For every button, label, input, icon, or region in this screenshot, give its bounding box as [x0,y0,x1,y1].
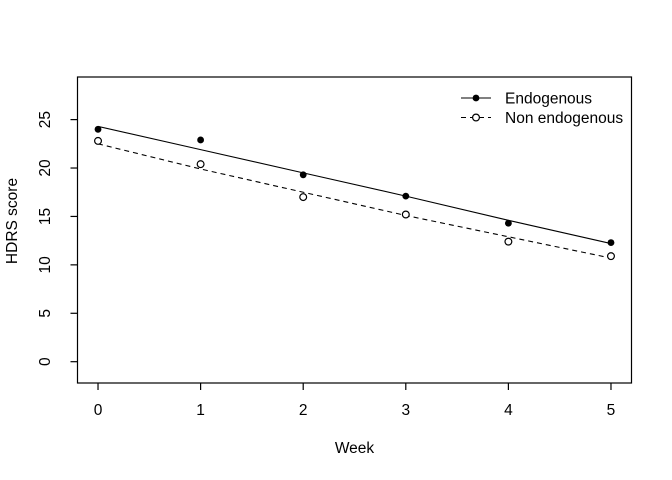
data-point-marker [197,136,205,144]
legend-label: Non endogenous [505,110,623,127]
legend-label: Endogenous [505,91,592,108]
data-point-marker [504,237,513,246]
x-tick-label: 1 [196,402,205,419]
x-tick-label: 4 [504,402,513,419]
x-tick-label: 2 [299,402,308,419]
x-tick-label: 5 [607,402,616,419]
data-point-marker [299,193,308,202]
data-point-marker [94,136,103,145]
trend-line-endogenous [97,125,612,245]
data-point-marker [504,219,512,227]
data-point-marker [196,160,205,169]
x-axis-title: Week [335,440,375,457]
data-point-marker [401,210,410,219]
x-tick-label: 0 [94,402,103,419]
y-tick-label: 20 [37,159,54,177]
y-axis-title: HDRS score [4,178,21,264]
legend-marker [472,94,480,102]
data-point-marker [606,252,615,261]
y-tick-label: 0 [37,357,54,366]
plot-box [76,76,633,384]
data-point-marker [607,239,615,246]
trend-line-non-endogenous [97,143,612,259]
legend-marker [472,113,481,122]
data-point-marker [299,171,307,179]
data-point-marker [94,125,102,133]
y-tick-label: 15 [37,208,54,225]
y-tick-label: 10 [37,256,54,274]
y-tick-label: 5 [37,309,54,318]
data-point-marker [402,192,410,200]
x-tick-label: 3 [401,402,410,419]
y-tick-label: 25 [37,111,54,128]
